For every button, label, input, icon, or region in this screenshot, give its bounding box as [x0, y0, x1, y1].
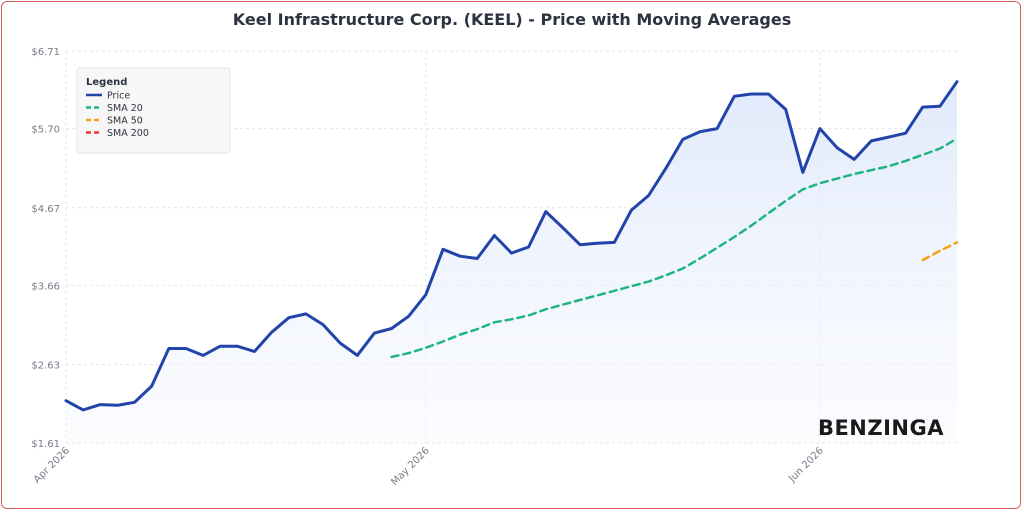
y-tick-label: $3.66 — [31, 281, 60, 292]
legend-label: SMA 200 — [107, 128, 149, 139]
price-area-fill — [66, 81, 957, 443]
legend-label: SMA 50 — [107, 116, 143, 127]
legend-box — [76, 67, 231, 154]
y-tick-label: $1.61 — [31, 439, 60, 450]
chart-title: Keel Infrastructure Corp. (KEEL) - Price… — [232, 10, 792, 29]
legend-title: Legend — [86, 77, 127, 88]
series-lines — [64, 80, 959, 412]
x-tick-label: Apr 2026 — [32, 445, 72, 485]
y-tick-label: $4.67 — [31, 204, 60, 215]
watermark-logo: BENZINGA — [818, 416, 944, 440]
legend-label: Price — [107, 91, 130, 102]
y-tick-label: $2.63 — [31, 361, 60, 372]
y-tick-label: $5.70 — [31, 125, 60, 136]
x-tick-label: May 2026 — [389, 445, 432, 488]
y-tick-label: $6.71 — [31, 47, 60, 58]
price-area — [66, 81, 957, 443]
sma-20-line — [390, 137, 959, 359]
price-line — [64, 80, 959, 412]
x-tick-label: Jun 2026 — [786, 445, 826, 485]
sma-50-line — [921, 241, 959, 262]
legend-label: SMA 20 — [107, 103, 143, 114]
